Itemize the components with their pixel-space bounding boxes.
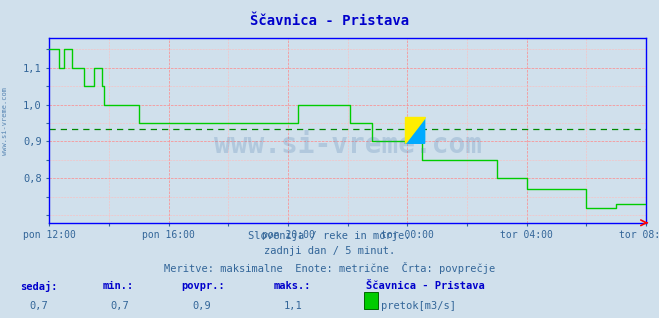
Polygon shape: [405, 117, 424, 143]
Text: Slovenija / reke in morje.: Slovenija / reke in morje.: [248, 231, 411, 240]
Text: 1,1: 1,1: [283, 301, 302, 310]
Text: Ščavnica - Pristava: Ščavnica - Pristava: [250, 14, 409, 28]
Text: 0,7: 0,7: [30, 301, 48, 310]
Text: 0,9: 0,9: [192, 301, 211, 310]
Text: povpr.:: povpr.:: [181, 281, 225, 291]
Polygon shape: [405, 117, 424, 143]
Text: Meritve: maksimalne  Enote: metrične  Črta: povprečje: Meritve: maksimalne Enote: metrične Črta…: [164, 262, 495, 274]
Text: zadnji dan / 5 minut.: zadnji dan / 5 minut.: [264, 246, 395, 256]
Text: www.si-vreme.com: www.si-vreme.com: [214, 131, 482, 159]
Text: Ščavnica - Pristava: Ščavnica - Pristava: [366, 281, 484, 291]
Text: min.:: min.:: [102, 281, 133, 291]
Text: sedaj:: sedaj:: [20, 281, 57, 293]
Text: pretok[m3/s]: pretok[m3/s]: [381, 301, 456, 310]
Text: maks.:: maks.:: [273, 281, 311, 291]
Text: www.si-vreme.com: www.si-vreme.com: [2, 87, 9, 155]
Text: 0,7: 0,7: [111, 301, 129, 310]
